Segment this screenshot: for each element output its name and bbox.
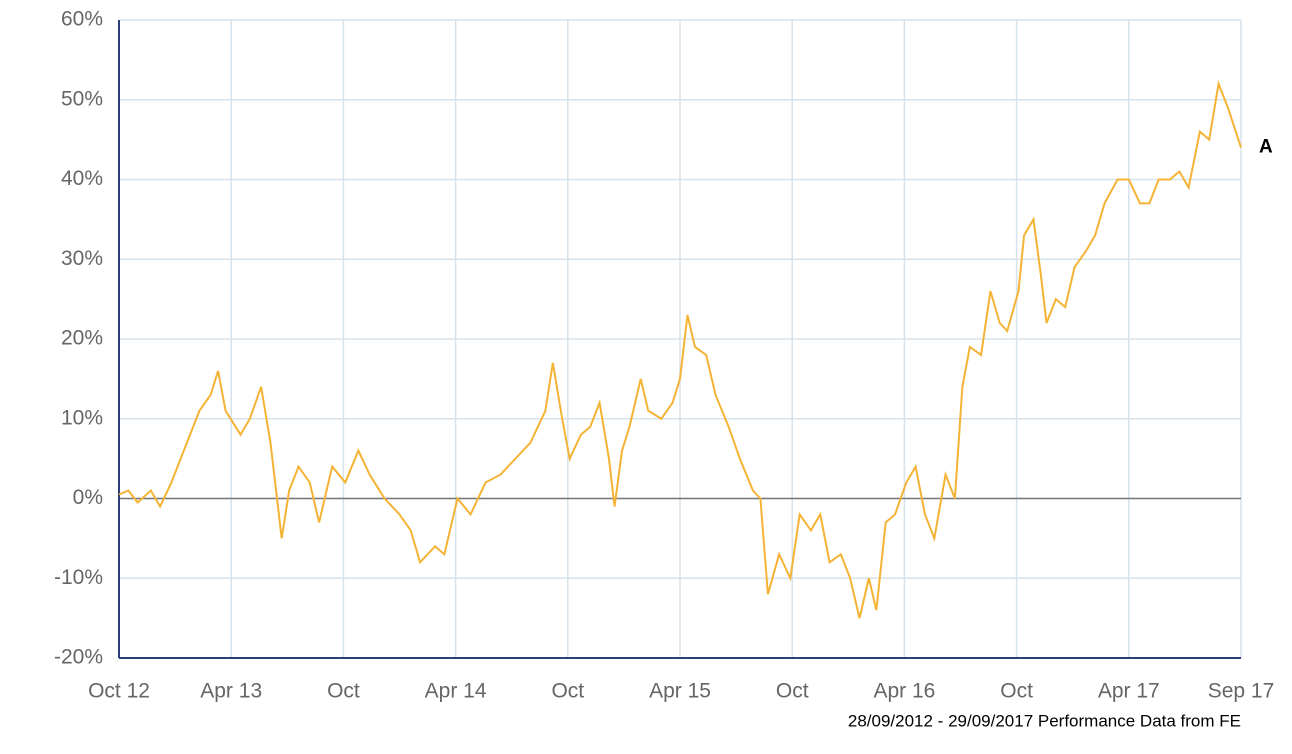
x-tick-label: Oct [327,680,360,703]
x-tick-label: Oct [1000,680,1033,703]
y-tick-label: 0% [73,486,103,509]
y-tick-label: 20% [61,327,103,350]
x-tick-label: Apr 15 [649,680,711,703]
x-tick-label: Oct [776,680,809,703]
x-tick-label: Apr 14 [425,680,487,703]
y-tick-label: 40% [61,167,103,190]
series-label: A [1259,137,1273,158]
y-tick-label: 60% [61,8,103,31]
y-tick-label: 50% [61,87,103,110]
x-tick-label: Sep 17 [1208,680,1275,703]
y-tick-label: -10% [54,566,103,589]
x-tick-label: Apr 17 [1098,680,1160,703]
footnote: 28/09/2012 - 29/09/2017 Performance Data… [848,711,1241,730]
x-tick-label: Oct 12 [88,680,150,703]
y-tick-label: 30% [61,247,103,270]
y-tick-label: 10% [61,406,103,429]
x-tick-label: Apr 16 [873,680,935,703]
y-tick-label: -20% [54,646,103,669]
x-tick-label: Oct [551,680,584,703]
line [118,80,1242,619]
x-tick-label: Apr 13 [200,680,262,703]
